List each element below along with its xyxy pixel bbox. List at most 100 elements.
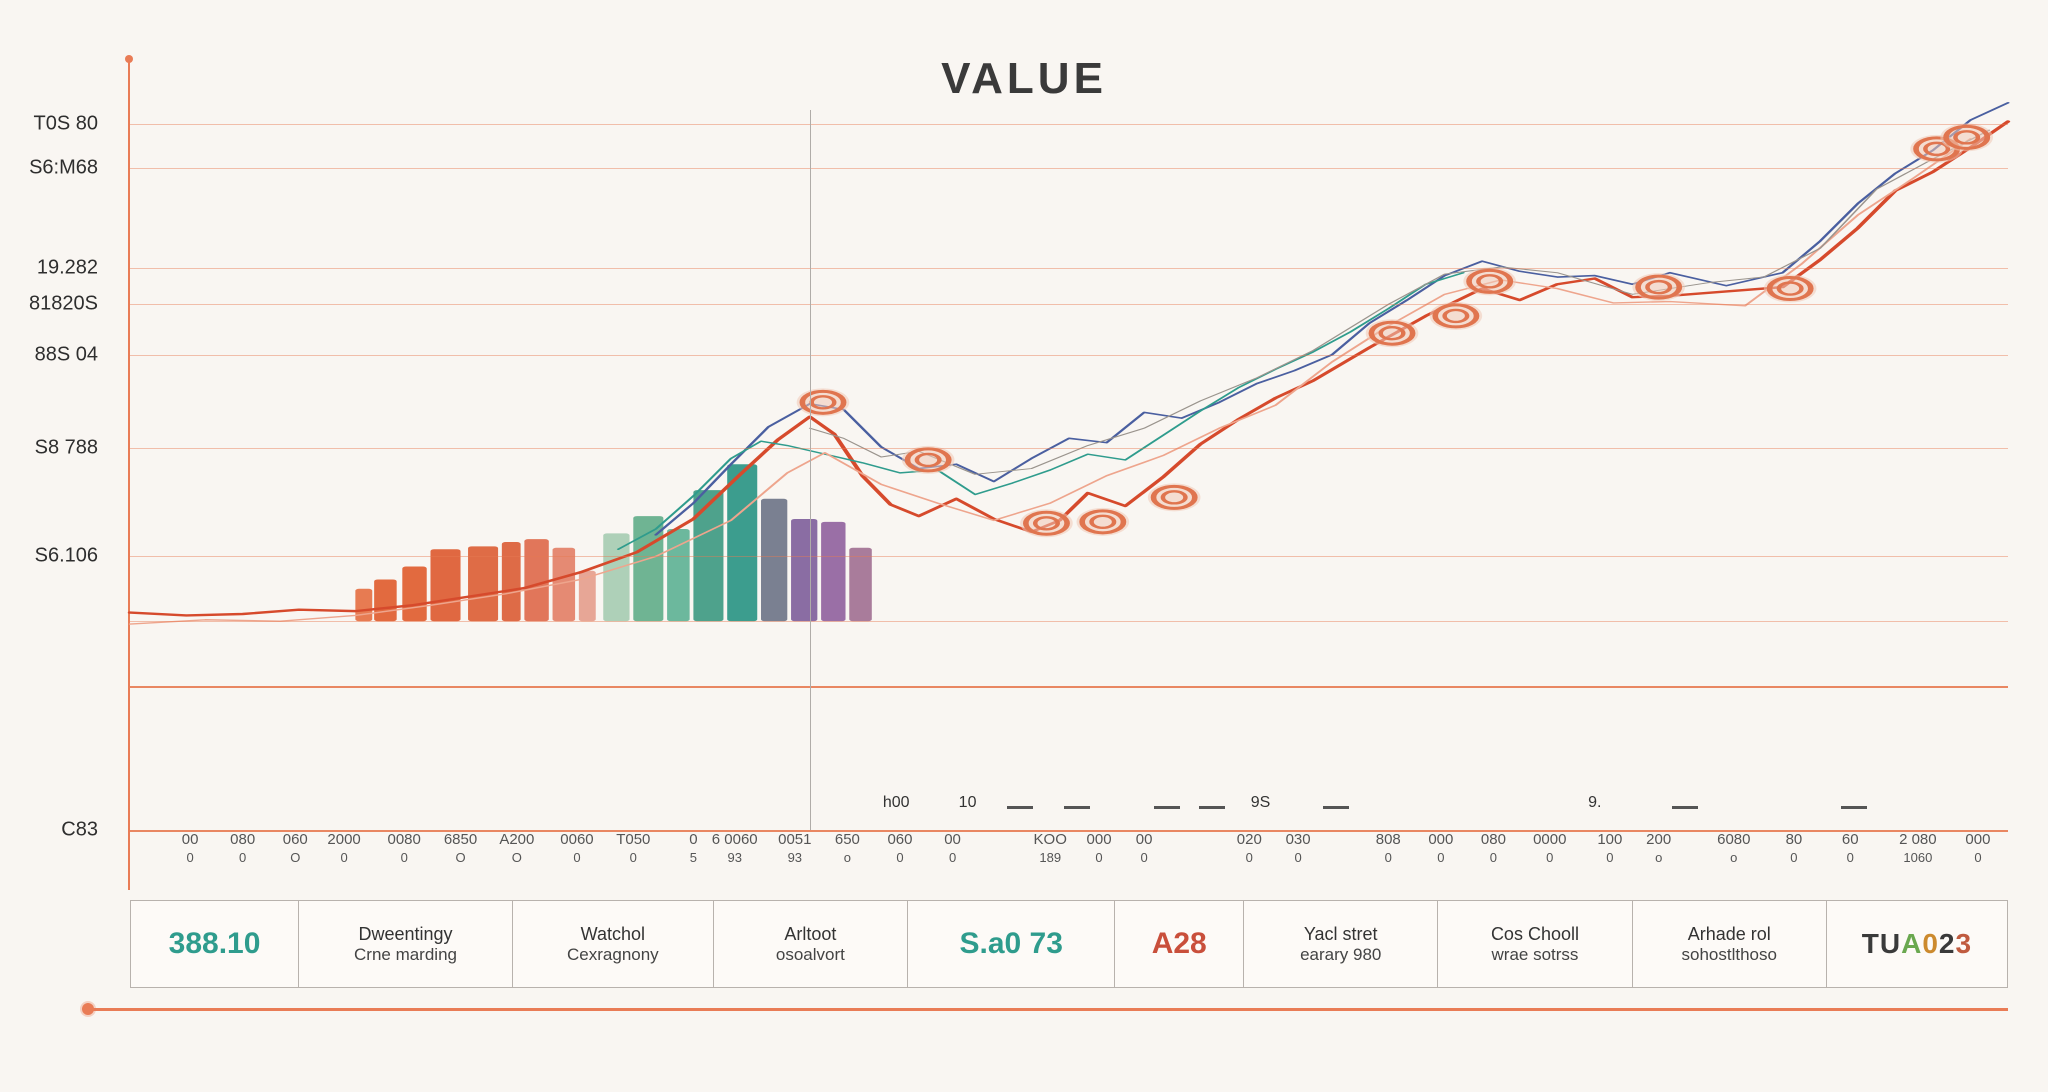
summary-sublabel: earary 980 [1300,945,1381,965]
y-axis-tick-label: S6.106 [35,545,98,568]
y-axis-tick-label: S6:M68 [29,156,98,179]
x-axis-tick-label: 0800 [230,830,255,866]
footer-divider [88,1008,2008,1011]
x-axis-tick-label: 0000 [1965,830,1990,866]
data-marker-icon [1940,123,1993,151]
gridline [130,168,2008,169]
x-axis-tick-label: 000 [1136,830,1153,866]
bar [821,522,845,621]
summary-label: Yacl stret [1304,924,1378,945]
summary-label: Cos Chooll [1491,924,1579,945]
summary-cell: A28 [1115,901,1244,987]
gridline [130,686,2008,688]
line-series-light-red [130,139,1970,624]
x-axis-tick-label: 0600 [887,830,912,866]
data-marker-icon [1632,273,1685,301]
line-series-red-main [130,122,2008,616]
summary-cell: Yacl stretearary 980 [1244,901,1438,987]
summary-label: Arhade rol [1688,924,1771,945]
bar [667,529,690,621]
data-marker-icon [1430,302,1483,330]
summary-sublabel: osoalvort [776,945,845,965]
bar [761,499,787,621]
summary-value: A28 [1152,927,1207,961]
x-axis-tick-label: 20000 [327,830,360,866]
summary-value: 388.10 [169,927,261,961]
summary-sublabel: Cexragnony [567,945,659,965]
x-axis-tick-label: 2 0801060 [1899,830,1937,866]
chart-plot-area [130,110,2008,830]
summary-cell: S.a0 73 [908,901,1115,987]
bar [524,539,548,621]
y-axis-tick-label: 81820S [29,293,98,316]
x-axis-tick-label: 005193 [778,830,811,866]
summary-label: Dweentingy [358,924,452,945]
summary-cell: TUA023 [1827,901,2007,987]
y-axis-tick-label: 88S 04 [35,343,98,366]
summary-cell: WatcholCexragnony [513,901,714,987]
summary-sublabel: wrae sotrss [1492,945,1579,965]
bar [430,549,460,621]
x-axis-tick-label: 8080 [1376,830,1401,866]
x-axis-tick-label: 00800 [388,830,421,866]
x-axis-tick-label: 0200 [1237,830,1262,866]
data-marker-icon [1463,267,1516,295]
x-axis-tick-label: 0000 [1087,830,1112,866]
y-axis-tick-label: 19.282 [37,257,98,280]
data-marker-icon [902,446,955,474]
summary-label: Arltoot [784,924,836,945]
x-axis-tick-label: 000 [182,830,199,866]
data-marker-icon [797,388,850,416]
y-axis-tick-label: C83 [61,819,98,842]
summary-sublabel: sohostlthoso [1681,945,1776,965]
bar [468,546,498,621]
gridline [130,268,2008,269]
x-axis-tick-label: 1000 [1597,830,1622,866]
data-marker-icon [1020,509,1073,537]
data-marker-icon [1077,508,1130,536]
gridline [130,448,2008,449]
x-axis-tick-label: 00600 [560,830,593,866]
chart-title: VALUE [941,54,1107,104]
gridline [130,621,2008,622]
bar [355,589,372,621]
x-axis-tick-label: KOO189 [1034,830,1067,866]
gridline [130,556,2008,557]
x-axis-tick-label: 650o [835,830,860,866]
summary-value: S.a0 73 [959,927,1062,961]
x-axis-tick-label: 00000 [1533,830,1566,866]
x-axis-tick-label: 6080o [1717,830,1750,866]
x-axis-tick-label: 0800 [1481,830,1506,866]
x-axis-marker-text: 9S [1251,794,1271,812]
summary-cell: 388.10 [131,901,299,987]
y-axis-labels: T0S 80S6:M6819.28281820S88S 04S8 788S6.1… [0,110,110,830]
brand-logo: TUA023 [1862,928,1972,960]
x-axis-dash-icon [1323,806,1349,809]
x-axis-dash-icon [1199,806,1225,809]
x-axis-tick-label: 05 [689,830,697,866]
x-axis-tick-label: 800 [1786,830,1803,866]
x-axis-tick-label: 6 006093 [712,830,758,866]
x-axis-dash-icon [1154,806,1180,809]
x-axis-marker-text: 9. [1588,794,1601,812]
summary-cell: Arltootosoalvort [714,901,908,987]
gridline [130,124,2008,125]
x-axis-marker-text: h00 [883,794,910,812]
summary-panel: 388.10 DweentingyCrne mardingWatcholCexra… [130,900,2008,988]
y-axis-tick-label: T0S 80 [34,113,98,136]
bar [791,519,817,621]
bar [579,571,596,621]
bar [849,548,872,621]
bar [727,464,757,621]
gridline [130,355,2008,356]
x-axis-tick-label: A200O [499,830,534,866]
x-axis-tick-label: 000 [944,830,961,866]
data-marker-icon [1148,483,1201,511]
x-axis-tick-label: 0000 [1428,830,1453,866]
bar [402,566,426,621]
x-axis-tick-label: T0500 [616,830,650,866]
summary-cell: DweentingyCrne marding [299,901,513,987]
bar [603,533,629,621]
x-axis-marker-text: 10 [959,794,977,812]
gridline [130,304,2008,305]
